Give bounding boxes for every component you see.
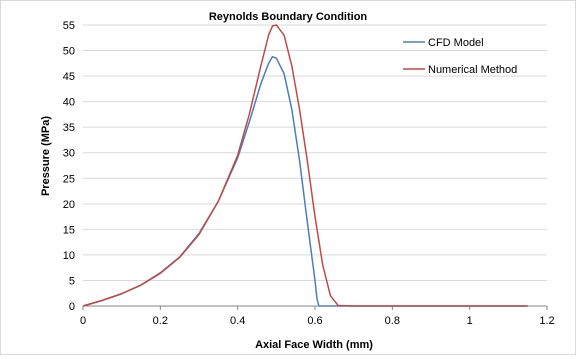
y-tick-label: 25 <box>63 173 75 185</box>
y-tick-label: 30 <box>63 148 75 160</box>
series-line-cfd-model <box>82 55 528 307</box>
y-axis-title: Pressure (MPa) <box>40 116 52 196</box>
legend-label: Numerical Method <box>428 64 517 76</box>
y-tick-label: 10 <box>63 250 75 262</box>
legend: CFD Model Numerical Method <box>403 37 517 76</box>
y-tick-label: 50 <box>63 46 75 58</box>
y-tick-label: 55 <box>63 20 75 32</box>
y-tick-label: 15 <box>63 224 75 236</box>
y-tick-label: 40 <box>63 97 75 109</box>
x-tick-label: 0.8 <box>385 315 400 327</box>
y-tick-label: 35 <box>63 122 75 134</box>
y-tick-label: 45 <box>63 71 75 83</box>
chart-title: Reynolds Boundary Condition <box>209 11 368 23</box>
x-axis-title: Axial Face Width (mm) <box>255 339 373 351</box>
x-tick-label: 0.4 <box>230 315 245 327</box>
y-tick-label: 20 <box>63 199 75 211</box>
series-layer <box>82 24 528 307</box>
y-tick-label: 0 <box>69 301 75 313</box>
legend-label: CFD Model <box>428 37 484 49</box>
series-line-numerical-method <box>82 24 528 307</box>
x-tick-label: 0 <box>80 315 86 327</box>
grid-layer <box>83 24 547 281</box>
x-tick-label: 1.2 <box>539 315 554 327</box>
x-tick-label: 0.6 <box>307 315 322 327</box>
x-tick-label: 1 <box>467 315 473 327</box>
y-tick-label: 5 <box>69 275 75 287</box>
x-tick-label: 0.2 <box>153 315 168 327</box>
axis-layer: 0 5 10 15 20 25 30 35 40 45 50 55 0 0.2 0.4 0.6 0.8 1 1.2 <box>63 20 555 327</box>
